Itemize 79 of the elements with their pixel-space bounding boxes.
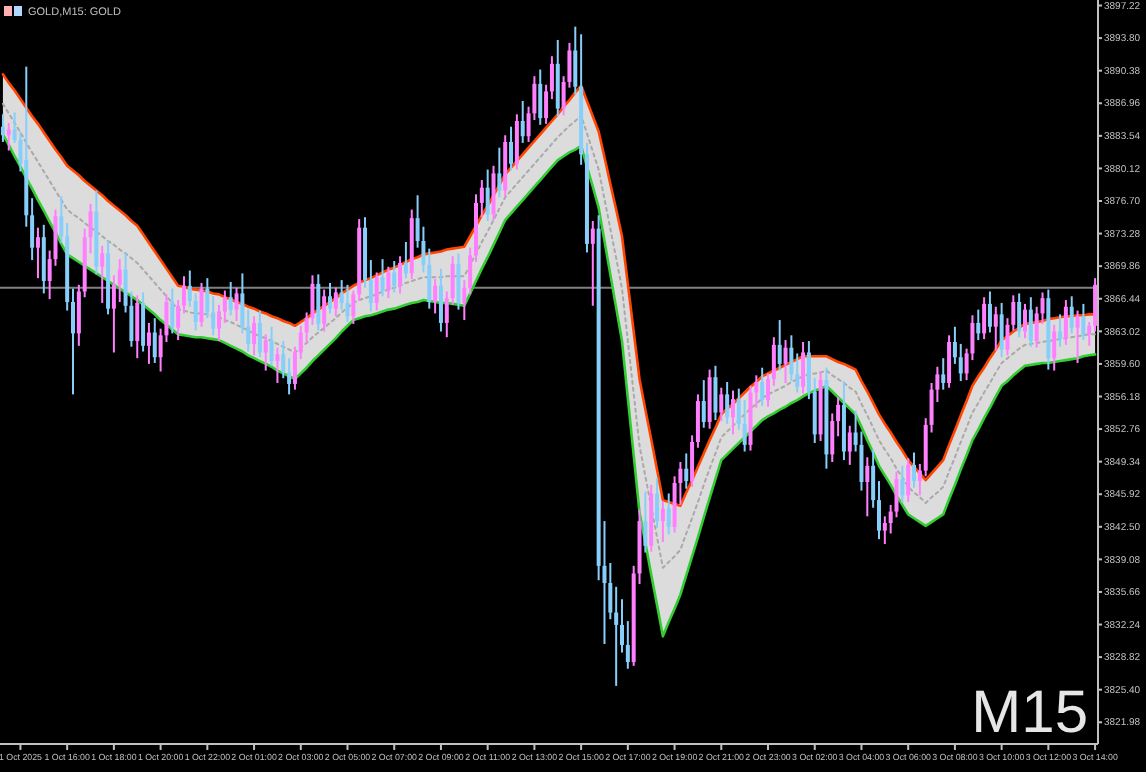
candlestick (509, 125, 514, 172)
candlestick (398, 255, 403, 295)
candlestick (1069, 295, 1074, 335)
candlestick (228, 280, 233, 317)
candlestick (374, 271, 379, 312)
candlestick (333, 286, 338, 318)
candlestick (590, 220, 595, 307)
candlestick (976, 308, 981, 342)
candlestick (1081, 302, 1086, 342)
candlestick (322, 288, 327, 333)
candlestick (947, 334, 952, 389)
candlestick (263, 333, 268, 372)
candlestick (1058, 313, 1063, 348)
candlestick (199, 281, 204, 328)
candlestick (713, 364, 718, 422)
candlestick (643, 490, 648, 554)
candlestick (141, 291, 146, 353)
candlestick (655, 477, 660, 529)
candlestick (666, 492, 671, 536)
candlestick (941, 357, 946, 391)
candlestick (801, 340, 806, 395)
candlestick (316, 273, 321, 332)
candlestick (1052, 323, 1057, 372)
line-series (1, 102, 1097, 569)
candlestick (719, 386, 724, 423)
candlestick (725, 381, 730, 425)
candlestick (386, 265, 391, 300)
candlestick (900, 464, 905, 504)
candlestick (987, 290, 992, 334)
candlestick (485, 168, 490, 223)
candlestick (777, 319, 782, 372)
candlestick (1063, 299, 1068, 346)
candlestick (993, 305, 998, 352)
candlestick (730, 389, 735, 436)
candlestick (392, 260, 397, 294)
candlestick (906, 457, 911, 504)
candlestick (275, 346, 280, 384)
candlestick (1017, 292, 1022, 339)
candlestick (841, 380, 846, 462)
candlestick (327, 281, 332, 315)
candlestick (684, 452, 689, 490)
candlestick (0, 113, 5, 143)
annotation: M15 (971, 680, 1088, 746)
candlestick (1022, 302, 1027, 340)
candlestick (520, 99, 525, 144)
candlestick (234, 286, 239, 323)
candlestick (433, 278, 438, 315)
candlestick (403, 240, 408, 280)
candlestick (456, 252, 461, 311)
candlestick (847, 424, 852, 466)
candlestick (783, 339, 788, 384)
candlestick (135, 294, 140, 360)
candlestick (555, 39, 560, 118)
candlestick (1028, 296, 1033, 348)
candlestick (380, 258, 385, 298)
candlestick (152, 317, 157, 364)
candlestick (982, 296, 987, 341)
candlestick (146, 321, 151, 365)
candlestick (1075, 309, 1080, 364)
candlestick (491, 164, 496, 222)
candlestick (100, 244, 105, 304)
candlestick (760, 366, 765, 407)
candlestick (41, 223, 46, 295)
candlestick (912, 451, 917, 489)
candlestick (660, 500, 665, 544)
candlestick (497, 146, 502, 199)
candlestick (999, 301, 1004, 359)
candlestick (514, 113, 519, 171)
candlestick (701, 379, 706, 429)
candlestick (538, 68, 543, 126)
candlestick (252, 315, 257, 357)
candlestick (865, 456, 870, 518)
candlestick (170, 287, 175, 335)
candlestick (257, 309, 262, 359)
candlestick (345, 283, 350, 323)
candlestick (707, 368, 712, 430)
candlestick (35, 226, 40, 280)
candlestick (269, 325, 274, 367)
candlestick (438, 267, 443, 333)
